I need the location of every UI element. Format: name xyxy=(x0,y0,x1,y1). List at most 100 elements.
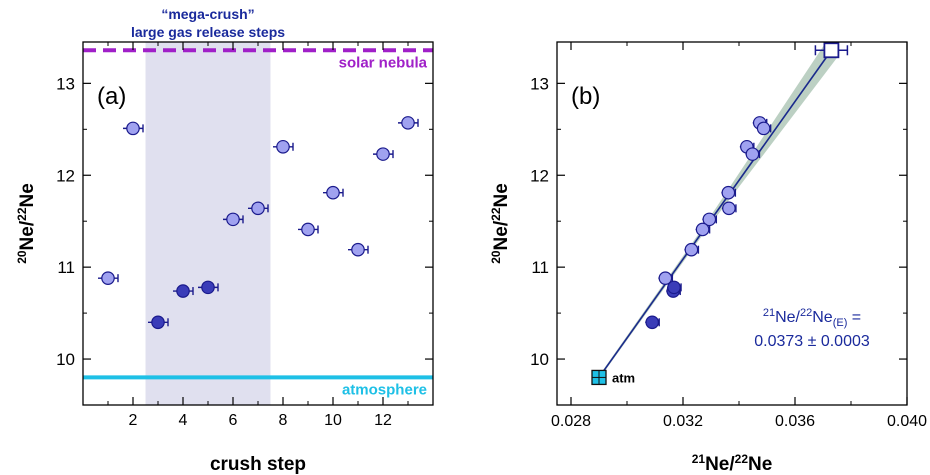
a-point-light-7 xyxy=(348,242,369,257)
a-point-light-4 xyxy=(273,139,294,154)
ann-tail: Ne xyxy=(812,309,833,326)
a-point-dark-1 xyxy=(173,284,194,298)
panel-a: “mega-crush” large gas release steps sol… xyxy=(15,6,434,475)
panel-a-points xyxy=(98,116,419,330)
a-ytick-label-11: 11 xyxy=(57,258,75,277)
b-point-light-9-marker xyxy=(684,242,699,257)
b-xtick-label-2: 0.036 xyxy=(775,413,815,430)
b-point-dark-0-marker xyxy=(645,315,659,330)
b-point-light-2 xyxy=(756,121,772,136)
b-ylabel-main: Ne/ xyxy=(491,220,512,250)
ann-eq: = xyxy=(847,309,861,326)
a-xtick-label-12: 12 xyxy=(374,412,392,429)
b-point-light-0-marker xyxy=(658,271,673,285)
ann-sub: (E) xyxy=(833,317,848,329)
mega-crush-shaded-region xyxy=(145,42,271,405)
b-xtick-label-3: 0.040 xyxy=(887,413,927,430)
panel-a-y-axis-title: 20Ne/22Ne xyxy=(15,183,38,264)
atm-endmember-label: atm xyxy=(612,370,635,385)
a-point-light-8-marker xyxy=(376,147,390,161)
a-point-light-9 xyxy=(398,116,419,130)
xlabel-tail: Ne xyxy=(748,454,772,475)
b-point-light-8 xyxy=(695,222,711,237)
shaded-region-label-line1: “mega-crush” xyxy=(161,6,254,22)
panel-b: atm 21Ne/22Ne(E) = 0.0373 ± 0.0003 0.028… xyxy=(489,41,927,475)
b-point-light-8-marker xyxy=(695,222,710,237)
b-point-light-9 xyxy=(684,242,700,257)
ann-sup2: 22 xyxy=(800,307,812,319)
a-point-light-3-marker xyxy=(251,201,265,216)
a-xtick-label-8: 8 xyxy=(279,412,288,429)
b-point-light-7 xyxy=(702,212,718,227)
panel-b-endmembers xyxy=(591,42,849,386)
a-point-light-7-marker xyxy=(351,242,365,257)
ann-main: Ne/ xyxy=(775,309,800,326)
a-point-light-8 xyxy=(373,147,394,161)
a-point-light-2 xyxy=(223,212,244,227)
b-point-light-4 xyxy=(745,147,761,161)
b-ylabel-tail: Ne xyxy=(491,183,512,207)
b-ytick-label-13: 13 xyxy=(530,74,549,93)
a-xtick-label-4: 4 xyxy=(179,412,188,429)
panel-a-x-axis-title: crush step xyxy=(210,454,306,475)
b-xtick-label-0: 0.028 xyxy=(551,413,591,430)
a-point-light-2-marker xyxy=(226,212,240,227)
a-point-light-5-marker xyxy=(301,222,315,237)
b-point-dark-0 xyxy=(645,315,660,330)
a-point-light-1 xyxy=(123,121,144,136)
xlabel-main: Ne/ xyxy=(705,454,735,475)
a-xtick-label-2: 2 xyxy=(129,412,138,429)
panel-b-ticks: 0.028 0.032 0.036 0.040 10 11 12 13 xyxy=(530,42,927,430)
ylabel-tail: Ne xyxy=(17,183,38,207)
a-point-light-0-marker xyxy=(101,271,115,285)
b-xtick-label-1: 0.032 xyxy=(663,413,703,430)
b-point-light-5 xyxy=(721,185,737,200)
b-point-dark-2-marker xyxy=(667,280,681,295)
a-xtick-label-6: 6 xyxy=(229,412,238,429)
a-point-light-6 xyxy=(323,185,344,200)
endmember-annotation-line2: 0.0373 ± 0.0003 xyxy=(754,333,870,350)
panel-b-points xyxy=(645,116,772,330)
solar-nebula-label: solar nebula xyxy=(339,54,428,71)
a-point-light-1-marker xyxy=(126,121,140,136)
shaded-region-label-line2: large gas release steps xyxy=(131,24,285,40)
panel-a-label: (a) xyxy=(97,83,126,110)
b-point-light-2-marker xyxy=(756,121,771,136)
panel-b-frame xyxy=(556,41,908,406)
a-ytick-label-12: 12 xyxy=(56,166,75,185)
a-point-light-3 xyxy=(248,201,269,216)
fit-line xyxy=(598,49,833,378)
a-point-dark-2-marker xyxy=(201,280,215,295)
panel-b-x-axis-title: 21Ne/22Ne xyxy=(692,452,773,475)
e-endmember-marker xyxy=(823,42,840,59)
panel-b-label: (b) xyxy=(571,83,600,110)
a-point-light-4-marker xyxy=(276,139,290,154)
b-point-light-0 xyxy=(658,271,674,285)
xlabel-sup1: 21 xyxy=(692,452,706,466)
b-point-dark-2 xyxy=(667,280,682,295)
a-point-light-9-marker xyxy=(401,116,415,130)
endmember-annotation-line1: 21Ne/22Ne(E) = xyxy=(763,307,861,329)
a-xtick-label-10: 10 xyxy=(324,412,342,429)
b-ytick-label-10: 10 xyxy=(530,350,549,369)
a-point-dark-1-marker xyxy=(176,284,190,298)
b-ylabel-sup2: 22 xyxy=(489,207,503,221)
a-point-light-0 xyxy=(98,271,119,285)
a-point-dark-2 xyxy=(198,280,219,295)
panel-b-y-axis-title: 20Ne/22Ne xyxy=(489,183,512,264)
b-ylabel-sup1: 20 xyxy=(489,250,503,264)
b-point-light-5-marker xyxy=(721,185,736,200)
ylabel-sup2: 22 xyxy=(15,207,29,221)
b-ytick-label-11: 11 xyxy=(531,258,549,277)
a-point-light-5 xyxy=(298,222,319,237)
b-point-light-6 xyxy=(721,201,737,216)
ann-sup1: 21 xyxy=(763,307,775,319)
panel-a-ticks: 2 4 6 8 10 12 10 11 12 13 xyxy=(56,42,433,429)
b-ytick-label-12: 12 xyxy=(530,166,549,185)
ylabel-main: Ne/ xyxy=(17,220,38,250)
xlabel-sup2: 22 xyxy=(735,452,749,466)
a-point-dark-0-marker xyxy=(151,315,165,330)
a-ytick-label-13: 13 xyxy=(56,74,75,93)
b-point-light-4-marker xyxy=(745,147,760,161)
